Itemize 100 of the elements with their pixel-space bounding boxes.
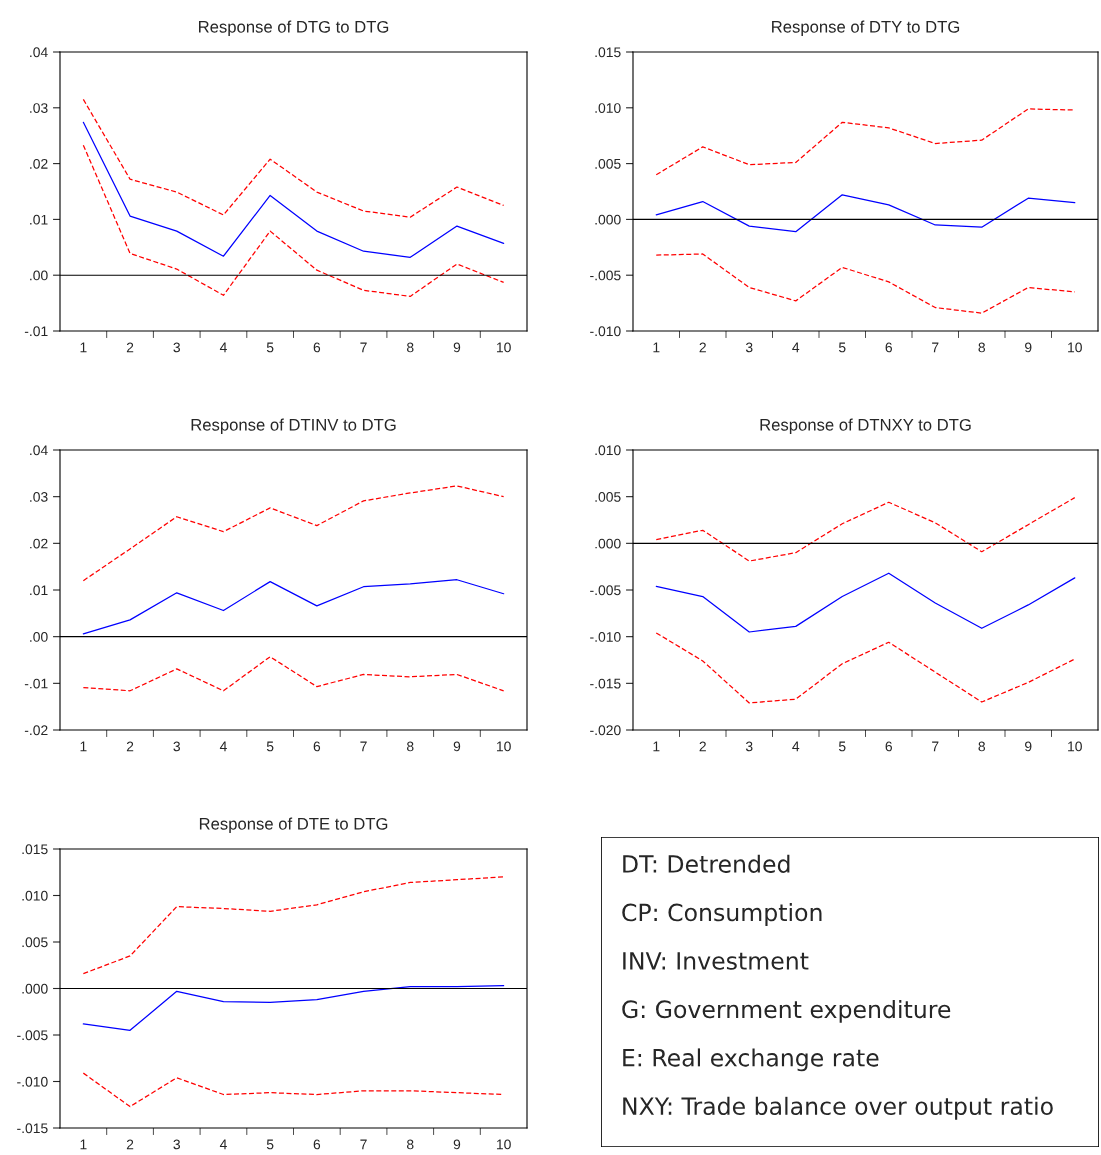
text: DT: Detrended bbox=[623, 854, 790, 873]
x-tick-label: 3 bbox=[173, 342, 180, 353]
y-tick-label: .03 bbox=[30, 103, 48, 113]
x-tick-label: 9 bbox=[1025, 342, 1032, 353]
x-tick-label: 2 bbox=[126, 342, 134, 353]
x-tick-label: 8 bbox=[406, 1139, 414, 1150]
line-series bbox=[82, 579, 505, 635]
x-tick-label: 5 bbox=[838, 342, 846, 353]
y-tick-label: -.01 bbox=[24, 326, 48, 337]
x-tick-label: 4 bbox=[792, 741, 800, 752]
chart-title: Response of DTNXY to DTG bbox=[760, 418, 971, 435]
x-tick-label: 7 bbox=[932, 342, 939, 353]
y-tick-label: .005 bbox=[595, 492, 621, 502]
y-tick-label: -.005 bbox=[590, 270, 621, 281]
x-tick-label: 10 bbox=[1068, 342, 1082, 353]
y-tick-label: -.005 bbox=[17, 1030, 48, 1041]
x-tick-label: 3 bbox=[173, 741, 180, 752]
x-tick-label: 6 bbox=[885, 342, 892, 353]
x-tick-label: 6 bbox=[313, 741, 321, 752]
text: E: Real exchange rate bbox=[623, 1048, 879, 1072]
y-tick-label: .02 bbox=[30, 158, 48, 169]
line-series bbox=[655, 253, 1076, 314]
y-tick-label: -.010 bbox=[590, 632, 621, 642]
text: G: Government expenditure bbox=[622, 999, 951, 1023]
y-tick-label: .000 bbox=[595, 538, 621, 549]
x-tick-label: 6 bbox=[313, 342, 321, 353]
y-tick-label: -.02 bbox=[24, 725, 48, 736]
y-tick-label: -.010 bbox=[590, 326, 621, 337]
x-tick-label: 1 bbox=[653, 741, 660, 752]
x-tick-label: 5 bbox=[266, 342, 274, 353]
x-tick-label: 9 bbox=[453, 741, 461, 752]
y-tick-label: .04 bbox=[30, 47, 48, 58]
x-tick-label: 3 bbox=[745, 741, 753, 752]
y-tick-label: .000 bbox=[22, 983, 48, 994]
line-series bbox=[82, 121, 505, 258]
chart-title: Response of DTY to DTG bbox=[772, 20, 960, 37]
y-tick-label: -.010 bbox=[17, 1076, 48, 1087]
y-tick-label: -.01 bbox=[24, 678, 48, 689]
x-tick-label: 8 bbox=[406, 741, 414, 752]
line-series bbox=[655, 572, 1076, 633]
x-tick-label: 7 bbox=[360, 342, 367, 353]
y-tick-label: -.015 bbox=[17, 1123, 48, 1134]
x-tick-label: 6 bbox=[885, 741, 892, 752]
x-tick-label: 1 bbox=[80, 342, 87, 353]
y-tick-label: .010 bbox=[22, 890, 48, 901]
line-series bbox=[82, 1072, 505, 1108]
x-tick-label: 3 bbox=[745, 342, 753, 353]
x-tick-label: 8 bbox=[978, 342, 986, 353]
x-tick-label: 7 bbox=[932, 741, 939, 752]
y-tick-label: .03 bbox=[30, 492, 48, 502]
x-tick-label: 10 bbox=[496, 342, 511, 353]
x-tick-label: 5 bbox=[266, 1139, 274, 1150]
x-tick-label: 1 bbox=[653, 342, 660, 353]
x-tick-label: 3 bbox=[173, 1139, 180, 1150]
line-series bbox=[82, 985, 505, 1031]
x-tick-label: 4 bbox=[219, 342, 227, 353]
line-series bbox=[655, 108, 1076, 176]
y-tick-label: .015 bbox=[595, 47, 621, 58]
x-tick-label: 7 bbox=[360, 741, 367, 752]
x-tick-label: 8 bbox=[406, 342, 414, 353]
text: NXY: Trade balance over output ratio bbox=[623, 1096, 1053, 1120]
text: CP: Consumption bbox=[622, 903, 822, 926]
y-tick-label: .015 bbox=[22, 844, 48, 855]
chart-title: Response of DTG to DTG bbox=[199, 20, 389, 37]
chart-title: Response of DTINV to DTG bbox=[191, 418, 396, 435]
y-tick-label: .000 bbox=[595, 214, 621, 225]
y-tick-label: -.015 bbox=[590, 678, 621, 689]
line-series bbox=[82, 144, 505, 298]
y-tick-label: -.020 bbox=[590, 725, 621, 736]
x-tick-label: 2 bbox=[126, 1139, 134, 1150]
chart-title: Response of DTE to DTG bbox=[199, 817, 388, 834]
y-tick-label: .01 bbox=[30, 585, 48, 596]
x-tick-label: 9 bbox=[453, 342, 461, 353]
x-tick-label: 1 bbox=[80, 741, 87, 752]
line-series bbox=[82, 485, 505, 582]
x-tick-label: 10 bbox=[496, 741, 511, 752]
line-series bbox=[655, 632, 1076, 704]
y-tick-label: .005 bbox=[595, 158, 621, 169]
line-series bbox=[82, 876, 505, 975]
y-tick-label: .005 bbox=[22, 937, 48, 948]
line-series bbox=[655, 496, 1076, 562]
y-tick-label: -.005 bbox=[590, 585, 621, 596]
line-series bbox=[82, 656, 505, 692]
y-tick-label: .02 bbox=[30, 538, 48, 549]
x-tick-label: 9 bbox=[1025, 741, 1032, 752]
x-tick-label: 2 bbox=[699, 741, 706, 752]
x-tick-label: 2 bbox=[126, 741, 134, 752]
x-tick-label: 2 bbox=[699, 342, 706, 353]
line-series bbox=[655, 194, 1076, 233]
text: INV: Investment bbox=[623, 952, 809, 970]
x-tick-label: 4 bbox=[219, 741, 227, 752]
x-tick-label: 1 bbox=[80, 1139, 87, 1150]
y-tick-label: .04 bbox=[30, 445, 48, 456]
x-tick-label: 4 bbox=[219, 1139, 227, 1150]
y-tick-label: .010 bbox=[595, 445, 621, 456]
x-tick-label: 5 bbox=[266, 741, 274, 752]
x-tick-label: 6 bbox=[313, 1139, 321, 1150]
x-tick-label: 10 bbox=[496, 1139, 511, 1150]
x-tick-label: 9 bbox=[453, 1139, 461, 1150]
x-tick-label: 7 bbox=[360, 1139, 367, 1150]
